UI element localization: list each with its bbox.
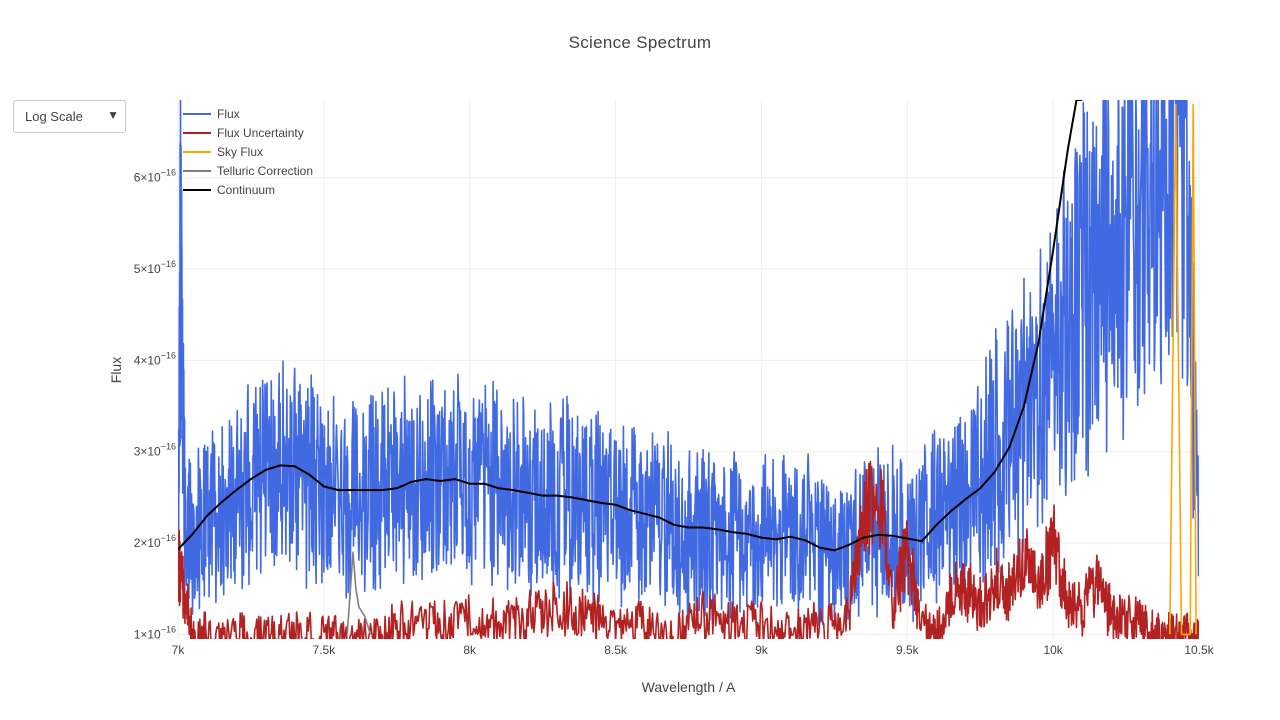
series-line-flux-uncertainty[interactable] [178, 460, 1199, 648]
y-axis-title: Flux [108, 357, 124, 383]
scale-dropdown-label: Log Scale [25, 109, 83, 124]
x-tick-label: 8.5k [604, 643, 628, 657]
legend-item-flux[interactable]: Flux [183, 107, 240, 121]
legend-label: Telluric Correction [217, 164, 313, 178]
y-axis: 1×10−16 2×10−16 3×10−16 4×10−16 5×10−16 6×10−… [134, 168, 176, 642]
x-tick-label: 9.5k [896, 643, 920, 657]
legend-item-continuum[interactable]: Continuum [183, 183, 275, 197]
legend-label: Flux Uncertainty [217, 126, 304, 140]
y-tick-label: 5×10−16 [134, 259, 176, 276]
series-layer [178, 0, 1199, 648]
y-tick-label: 4×10−16 [134, 350, 176, 367]
series-line-continuum[interactable] [178, 100, 1083, 552]
legend-label: Continuum [217, 183, 275, 197]
legend-item-telluric-correction[interactable]: Telluric Correction [183, 164, 313, 178]
series-line-telluric-correction[interactable] [346, 551, 372, 635]
legend-item-flux-uncertainty[interactable]: Flux Uncertainty [183, 126, 304, 140]
y-tick-label: 1×10−16 [134, 624, 176, 641]
x-tick-label: 7.5k [313, 643, 337, 657]
y-tick-label: 2×10−16 [134, 533, 176, 550]
legend[interactable]: Flux Flux Uncertainty Sky Flux Telluric Cor… [183, 107, 313, 197]
legend-label: Flux [217, 107, 240, 121]
x-tick-label: 8k [463, 643, 477, 657]
x-tick-label: 10k [1043, 643, 1063, 657]
x-tick-label: 10.5k [1184, 643, 1214, 657]
x-axis-title: Wavelength / A [642, 679, 736, 695]
chart-title: Science Spectrum [568, 33, 712, 52]
y-tick-label: 6×10−16 [134, 168, 176, 185]
chevron-down-icon: ▼ [107, 108, 119, 122]
series-line-sky-flux[interactable] [1169, 103, 1197, 636]
x-tick-label: 7k [172, 643, 186, 657]
legend-item-sky-flux[interactable]: Sky Flux [183, 145, 263, 159]
y-tick-label: 3×10−16 [134, 442, 176, 459]
x-tick-label: 9k [755, 643, 769, 657]
x-axis: 7k 7.5k 8k 8.5k 9k 9.5k 10k 10.5k [172, 643, 1215, 657]
legend-label: Sky Flux [217, 145, 263, 159]
scale-dropdown[interactable]: Log Scale ▼ [13, 100, 126, 133]
series-line-flux[interactable] [178, 0, 1199, 626]
